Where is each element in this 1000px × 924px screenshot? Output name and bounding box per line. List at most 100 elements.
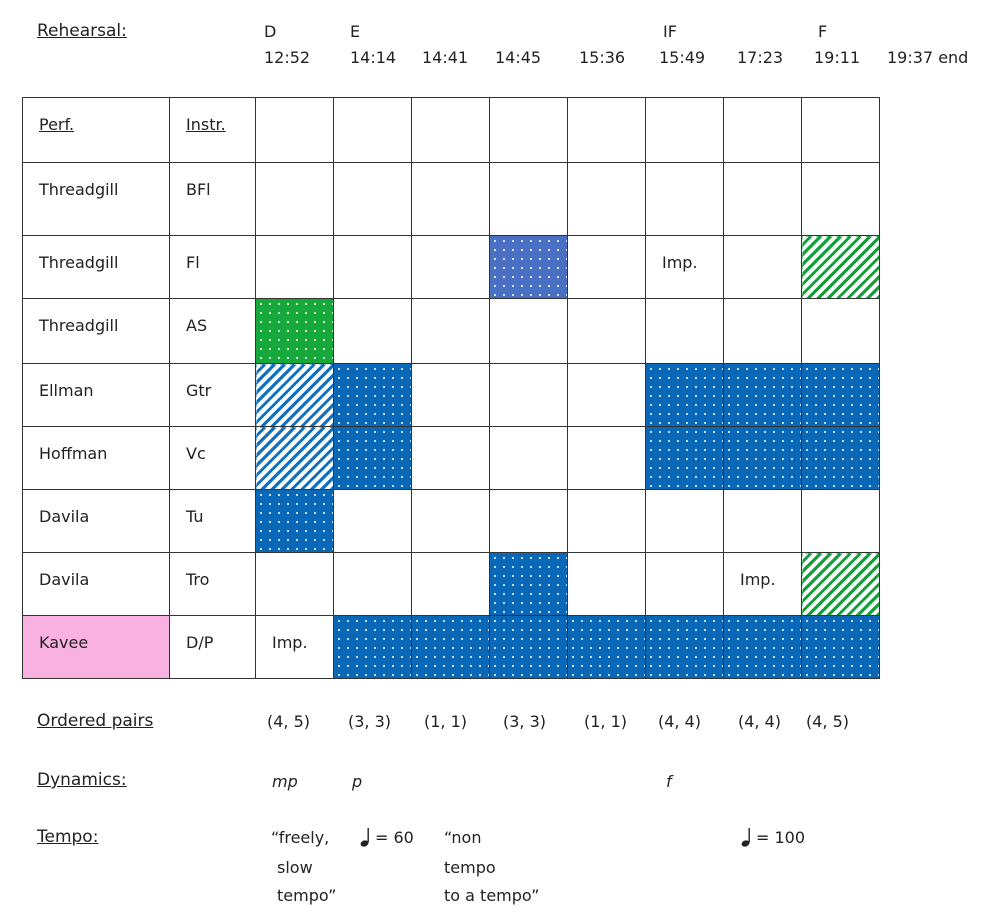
grid-cell (255, 162, 334, 236)
time-label: 17:23 (737, 48, 784, 67)
time-label: 14:41 (422, 48, 469, 67)
grid-cell (801, 552, 880, 616)
performer-cell: Threadgill (22, 162, 170, 236)
grid-cell (645, 615, 724, 679)
performer-row: Threadgill AS (22, 298, 880, 364)
performer-row: Davila Tro Imp. (22, 552, 880, 616)
grid-cell (489, 552, 568, 616)
header-row: Perf. Instr. (22, 97, 880, 163)
time-label: 14:45 (495, 48, 542, 67)
grid-cell (411, 426, 490, 490)
instrument-name: Tro (186, 570, 210, 589)
grid-cell (801, 615, 880, 679)
instrument-cell: Tu (169, 489, 256, 553)
performer-cell: Davila (22, 489, 170, 553)
grid-cell (333, 235, 412, 299)
grid-cell (489, 162, 568, 236)
rehearsal-label: Rehearsal: (37, 21, 127, 41)
grid-cell (567, 489, 646, 553)
grid-cell (645, 97, 724, 163)
grid-cell (723, 162, 802, 236)
ordered-pair: (1, 1) (584, 712, 628, 731)
performer-name: Threadgill (39, 316, 119, 335)
time-label: 15:49 (659, 48, 706, 67)
instrument-cell: Gtr (169, 363, 256, 427)
tempo-text-non: “non (444, 828, 482, 847)
instrument-cell: BFl (169, 162, 256, 236)
performer-name: Davila (39, 507, 90, 526)
grid-cell (255, 235, 334, 299)
performer-cell: Kavee (22, 615, 170, 679)
time-label: 15:36 (579, 48, 626, 67)
performer-row: Threadgill Fl Imp. (22, 235, 880, 299)
grid-cell (255, 552, 334, 616)
performer-name: Hoffman (39, 444, 108, 463)
column-header-cell: Instr. (169, 97, 256, 163)
dynamic-marking: mp (272, 772, 298, 791)
dynamic-marking: f (666, 772, 672, 791)
rehearsal-mark-e: E (350, 22, 361, 41)
performance-grid: Perf. Instr. Threadgill BFl Threadgill Fl Im… (22, 97, 880, 679)
grid-cell (567, 363, 646, 427)
instrument-name: AS (186, 316, 208, 335)
tempo-value-60: = 60 (375, 828, 414, 847)
grid-cell (489, 426, 568, 490)
instrument-cell: Tro (169, 552, 256, 616)
cell-annotation: Imp. (662, 253, 698, 272)
grid-cell (489, 615, 568, 679)
grid-cell (411, 298, 490, 364)
instrument-cell: Vc (169, 426, 256, 490)
grid-cell (801, 97, 880, 163)
grid-cell (723, 298, 802, 364)
performer-name: Ellman (39, 381, 94, 400)
performer-row: Ellman Gtr (22, 363, 880, 427)
tempo-text-tempo2: tempo (444, 858, 496, 877)
instrument-name: Fl (186, 253, 200, 272)
grid-cell (801, 298, 880, 364)
column-header-cell: Perf. (22, 97, 170, 163)
performer-row: Threadgill BFl (22, 162, 880, 236)
grid-cell (567, 298, 646, 364)
instrument-cell: D/P (169, 615, 256, 679)
ordered-pairs-label: Ordered pairs (37, 711, 154, 731)
time-label: 19:11 (814, 48, 861, 67)
ordered-pair: (3, 3) (348, 712, 392, 731)
grid-cell (723, 363, 802, 427)
ordered-pair: (4, 4) (658, 712, 702, 731)
grid-cell (411, 162, 490, 236)
grid-cell (411, 552, 490, 616)
grid-cell (255, 298, 334, 364)
instrument-name: BFl (186, 180, 211, 199)
time-label: 12:52 (264, 48, 311, 67)
tempo-text-to-a-tempo: to a tempo” (444, 886, 540, 905)
grid-cell (333, 489, 412, 553)
grid-cell (567, 615, 646, 679)
performer-cell: Ellman (22, 363, 170, 427)
grid-cell (567, 552, 646, 616)
cell-annotation: Imp. (740, 570, 776, 589)
quarter-note-icon (360, 828, 369, 847)
grid-cell (333, 298, 412, 364)
grid-cell (645, 298, 724, 364)
dynamics-label: Dynamics: (37, 770, 127, 790)
performer-cell: Hoffman (22, 426, 170, 490)
instrument-name: D/P (186, 633, 214, 652)
column-header-instrument: Instr. (186, 115, 226, 134)
grid-cell (255, 489, 334, 553)
grid-cell (411, 363, 490, 427)
grid-cell (411, 489, 490, 553)
grid-cell (801, 235, 880, 299)
tempo-text-tempo: tempo” (277, 886, 337, 905)
tempo-text-freely: “freely, (271, 828, 330, 847)
performer-row: Hoffman Vc (22, 426, 880, 490)
rehearsal-mark-f: F (818, 22, 828, 41)
instrument-name: Gtr (186, 381, 212, 400)
performer-cell: Threadgill (22, 235, 170, 299)
grid-cell (255, 363, 334, 427)
grid-cell (333, 97, 412, 163)
grid-cell (255, 97, 334, 163)
rehearsal-mark-if: IF (663, 22, 677, 41)
tempo-text-slow: slow (277, 858, 313, 877)
instrument-name: Vc (186, 444, 206, 463)
tempo-label: Tempo: (37, 827, 99, 847)
